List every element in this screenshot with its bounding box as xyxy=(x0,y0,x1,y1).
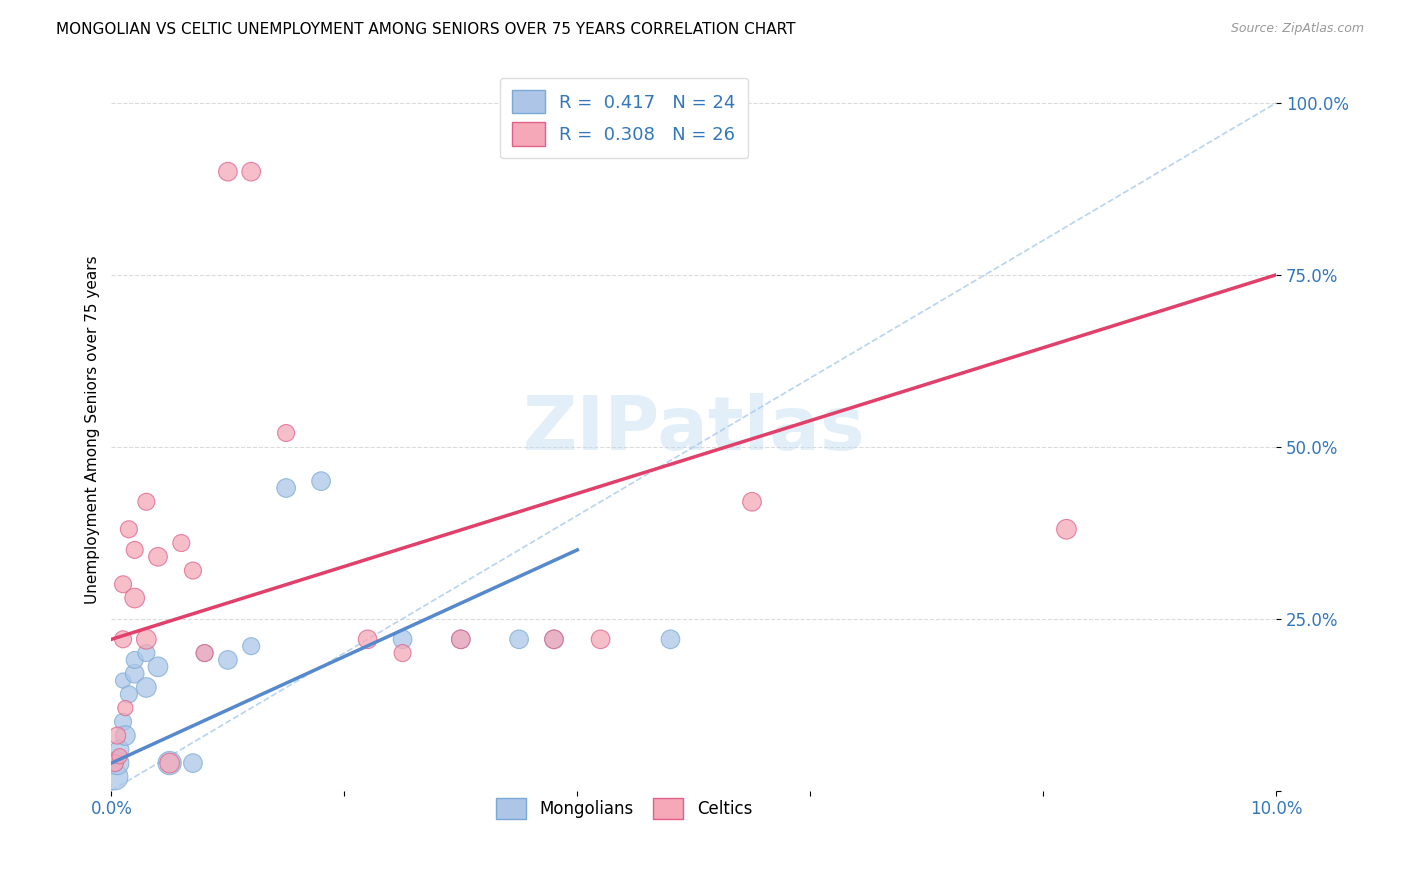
Point xyxy=(114,701,136,715)
Text: MONGOLIAN VS CELTIC UNEMPLOYMENT AMONG SENIORS OVER 75 YEARS CORRELATION CHART: MONGOLIAN VS CELTIC UNEMPLOYMENT AMONG S… xyxy=(56,22,796,37)
Point xyxy=(274,425,297,440)
Point xyxy=(105,729,128,743)
Point xyxy=(135,681,157,695)
Point xyxy=(391,646,413,660)
Point xyxy=(217,653,239,667)
Point xyxy=(194,646,217,660)
Point xyxy=(146,660,169,674)
Point xyxy=(356,632,378,647)
Point xyxy=(543,632,565,647)
Point xyxy=(108,742,131,756)
Point xyxy=(124,653,146,667)
Point xyxy=(118,687,141,701)
Point xyxy=(135,495,157,509)
Point xyxy=(391,632,413,647)
Point xyxy=(104,770,127,784)
Point xyxy=(543,632,565,647)
Point xyxy=(170,536,193,550)
Point xyxy=(118,522,141,536)
Point xyxy=(159,756,181,770)
Point xyxy=(274,481,297,495)
Point xyxy=(135,632,157,647)
Legend: Mongolians, Celtics: Mongolians, Celtics xyxy=(489,791,759,826)
Point xyxy=(450,632,472,647)
Text: ZIPatlas: ZIPatlas xyxy=(523,393,865,466)
Point xyxy=(450,632,472,647)
Point xyxy=(108,749,131,764)
Point xyxy=(135,646,157,660)
Point xyxy=(240,639,263,653)
Point xyxy=(181,564,204,578)
Point xyxy=(124,542,146,557)
Point xyxy=(112,632,135,647)
Point xyxy=(181,756,204,770)
Point xyxy=(124,591,146,605)
Point xyxy=(114,729,136,743)
Point xyxy=(508,632,530,647)
Point xyxy=(194,646,217,660)
Point xyxy=(1056,522,1078,536)
Point xyxy=(105,756,128,770)
Point xyxy=(240,164,263,178)
Point xyxy=(217,164,239,178)
Point xyxy=(309,474,332,488)
Point xyxy=(124,666,146,681)
Point xyxy=(104,756,127,770)
Point xyxy=(659,632,682,647)
Point xyxy=(741,495,763,509)
Point xyxy=(159,756,181,770)
Point xyxy=(589,632,612,647)
Text: Source: ZipAtlas.com: Source: ZipAtlas.com xyxy=(1230,22,1364,36)
Point xyxy=(112,577,135,591)
Point xyxy=(112,673,135,688)
Y-axis label: Unemployment Among Seniors over 75 years: Unemployment Among Seniors over 75 years xyxy=(86,255,100,604)
Point xyxy=(112,714,135,729)
Point xyxy=(146,549,169,564)
